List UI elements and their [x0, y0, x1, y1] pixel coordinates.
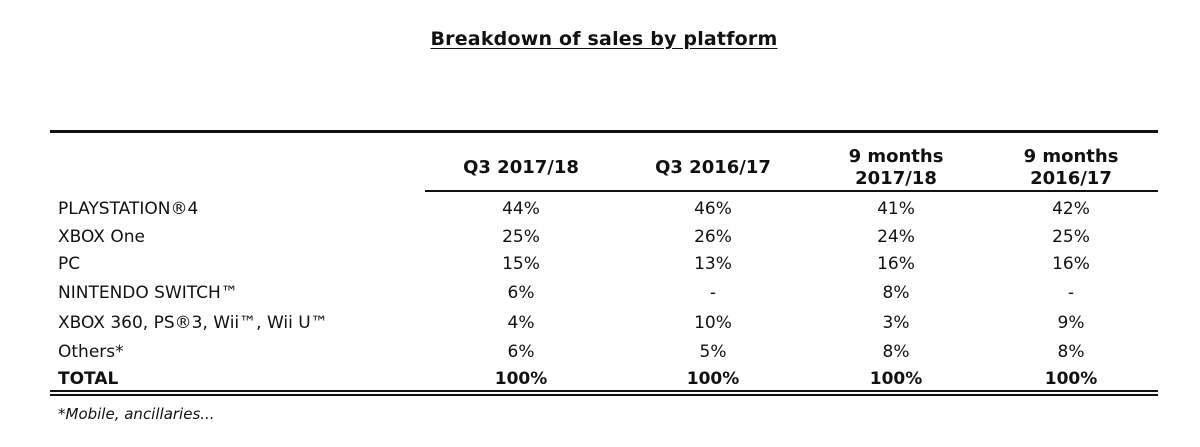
cell-value: 8%	[882, 283, 910, 303]
total-value: 100%	[494, 369, 548, 389]
total-rule	[50, 394, 1158, 396]
table-title: Breakdown of sales by platform	[430, 28, 778, 50]
column-header-line: 2016/17	[1030, 168, 1112, 189]
row-label: PC	[58, 254, 81, 274]
header-rule	[425, 190, 1158, 192]
cell-value: 16%	[877, 254, 915, 274]
table-row: PLAYSTATION®4 44% 46% 41% 42%	[0, 199, 1200, 225]
column-header-line: Q3 2016/17	[655, 157, 771, 178]
cell-value: 6%	[507, 283, 535, 303]
cell-value: 26%	[694, 227, 732, 247]
cell-value: 24%	[877, 227, 915, 247]
column-header-line: 9 months	[1023, 146, 1119, 167]
cell-value: 9%	[1057, 313, 1085, 333]
cell-value: 3%	[882, 313, 910, 333]
row-label: PLAYSTATION®4	[58, 199, 199, 219]
table-row: XBOX 360, PS®3, Wii™, Wii U™ 4% 10% 3% 9…	[0, 313, 1200, 339]
column-header-q3-2016-17: Q3 2016/17	[633, 157, 793, 179]
total-value: 100%	[1044, 369, 1098, 389]
row-label: NINTENDO SWITCH™	[58, 283, 238, 303]
cell-value: 44%	[502, 199, 540, 219]
table-top-rule	[50, 130, 1158, 133]
total-label: TOTAL	[58, 369, 119, 389]
cell-value: 13%	[694, 254, 732, 274]
cell-value: 5%	[699, 342, 727, 362]
column-header-9-months-2017-18: 9 months 2017/18	[816, 146, 976, 190]
column-header-line: Q3 2017/18	[463, 157, 579, 178]
cell-value: 25%	[1052, 227, 1090, 247]
column-header-q3-2017-18: Q3 2017/18	[441, 157, 601, 179]
row-label: XBOX One	[58, 227, 145, 247]
cell-value: -	[709, 283, 717, 303]
cell-value: 42%	[1052, 199, 1090, 219]
cell-value: 8%	[882, 342, 910, 362]
cell-value: 16%	[1052, 254, 1090, 274]
column-header-line: 9 months	[848, 146, 944, 167]
row-label: XBOX 360, PS®3, Wii™, Wii U™	[58, 313, 328, 333]
cell-value: 10%	[694, 313, 732, 333]
cell-value: 46%	[694, 199, 732, 219]
cell-value: 4%	[507, 313, 535, 333]
table-row: XBOX One 25% 26% 24% 25%	[0, 227, 1200, 253]
table-row: Others* 6% 5% 8% 8%	[0, 342, 1200, 368]
total-rule	[50, 390, 1158, 392]
column-header-9-months-2016-17: 9 months 2016/17	[991, 146, 1151, 190]
cell-value: -	[1067, 283, 1075, 303]
cell-value: 25%	[502, 227, 540, 247]
total-value: 100%	[686, 369, 740, 389]
cell-value: 8%	[1057, 342, 1085, 362]
cell-value: 6%	[507, 342, 535, 362]
table-row: PC 15% 13% 16% 16%	[0, 254, 1200, 280]
footnote: *Mobile, ancillaries...	[58, 405, 215, 423]
cell-value: 41%	[877, 199, 915, 219]
column-header-line: 2017/18	[855, 168, 937, 189]
cell-value: 15%	[502, 254, 540, 274]
row-label: Others*	[58, 342, 124, 362]
total-row: TOTAL 100% 100% 100% 100%	[0, 369, 1200, 395]
table-row: NINTENDO SWITCH™ 6% - 8% -	[0, 283, 1200, 309]
total-value: 100%	[869, 369, 923, 389]
